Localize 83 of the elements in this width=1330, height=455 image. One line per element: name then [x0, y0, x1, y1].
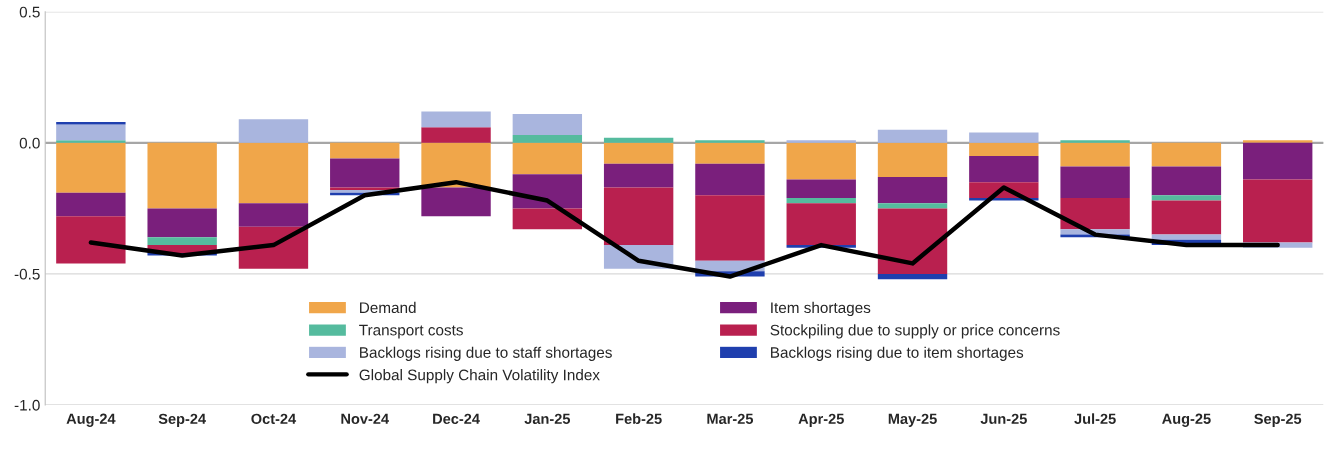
bar: [238, 203, 309, 227]
bar: [1151, 200, 1222, 235]
bar: [1060, 166, 1130, 198]
bar: [603, 142, 674, 164]
bar: [147, 142, 217, 209]
x-tick-label: Oct-24: [251, 413, 297, 424]
bar: [1151, 142, 1222, 167]
bar: [512, 142, 583, 175]
bar: [969, 132, 1039, 143]
bar: [877, 208, 948, 274]
bar: [56, 140, 126, 143]
x-tick-label: Dec-24: [433, 413, 480, 424]
x-tick-label: Sep-24: [158, 413, 206, 427]
x-tick-label: Feb-25: [616, 413, 662, 424]
bar: [786, 197, 856, 204]
bar: [421, 111, 491, 128]
bar: [877, 142, 948, 177]
bar: [1060, 197, 1130, 230]
x-tick-label: Jun-25: [980, 413, 1027, 424]
bar: [1243, 142, 1313, 180]
bar: [877, 176, 948, 204]
bar: [1060, 140, 1130, 143]
x-tick-label: Mar-25: [707, 413, 754, 424]
y-tick-label: -0.5: [14, 268, 40, 280]
bar: [147, 208, 217, 238]
bar: [1243, 179, 1313, 243]
bar: [603, 137, 674, 143]
legend-label: Item shortages: [771, 301, 871, 317]
x-tick-label: Apr-25: [798, 413, 844, 427]
bar: [695, 142, 765, 164]
x-tick-label: Jan-25: [524, 413, 571, 424]
bar: [786, 179, 856, 198]
bar: [512, 208, 583, 230]
bar: [238, 119, 309, 143]
bar: [56, 124, 126, 141]
bar: [969, 155, 1039, 183]
x-tick-label: Sep-25: [1254, 413, 1302, 427]
x-tick-label: Aug-25: [1162, 413, 1211, 427]
y-tick-label: -1.0: [14, 399, 40, 411]
legend-label: Backlogs rising due to item shortages: [771, 346, 1024, 361]
bar: [877, 203, 948, 209]
bar: [786, 142, 856, 180]
bar: [330, 142, 400, 159]
bar: [147, 237, 217, 246]
legend-label: Stockpiling due to supply or price concerns: [770, 324, 1060, 339]
bar: [56, 121, 126, 125]
bar: [1151, 195, 1222, 201]
bar: [56, 192, 126, 217]
bar: [56, 216, 126, 264]
bar: [330, 158, 400, 188]
bar: [603, 163, 674, 188]
bar: [512, 114, 583, 136]
bar: [512, 174, 583, 209]
bar: [421, 127, 491, 143]
bar: [238, 142, 309, 204]
x-tick-label: Jul-25: [1074, 413, 1116, 424]
bar: [1151, 234, 1222, 240]
bar: [1060, 142, 1130, 167]
bar: [695, 140, 765, 143]
bar: [512, 135, 583, 143]
bar: [786, 203, 856, 246]
bar: [877, 273, 948, 280]
bar: [1151, 166, 1222, 196]
bar: [877, 129, 948, 143]
bar: [421, 187, 491, 217]
bar: [421, 142, 491, 188]
bar: [695, 195, 765, 261]
bar: [969, 142, 1039, 156]
x-tick-label: Nov-24: [341, 413, 389, 424]
y-tick-label: 0.5: [19, 6, 40, 18]
bar: [695, 163, 765, 196]
line-series: [88, 179, 1280, 279]
x-tick-label: May-25: [888, 413, 937, 427]
x-tick-label: Aug-24: [66, 413, 116, 427]
bar: [56, 142, 126, 193]
y-tick-label: 0.0: [19, 137, 40, 149]
legend-label: Transport costs: [359, 324, 463, 339]
legend-label: Demand: [360, 301, 416, 314]
legend-label: Global Supply Chain Volatility Index: [359, 369, 600, 384]
legend-label: Backlogs rising due to staff shortages: [360, 346, 612, 361]
bar: [786, 140, 856, 143]
bar: [1243, 140, 1313, 143]
bar: [603, 187, 674, 246]
